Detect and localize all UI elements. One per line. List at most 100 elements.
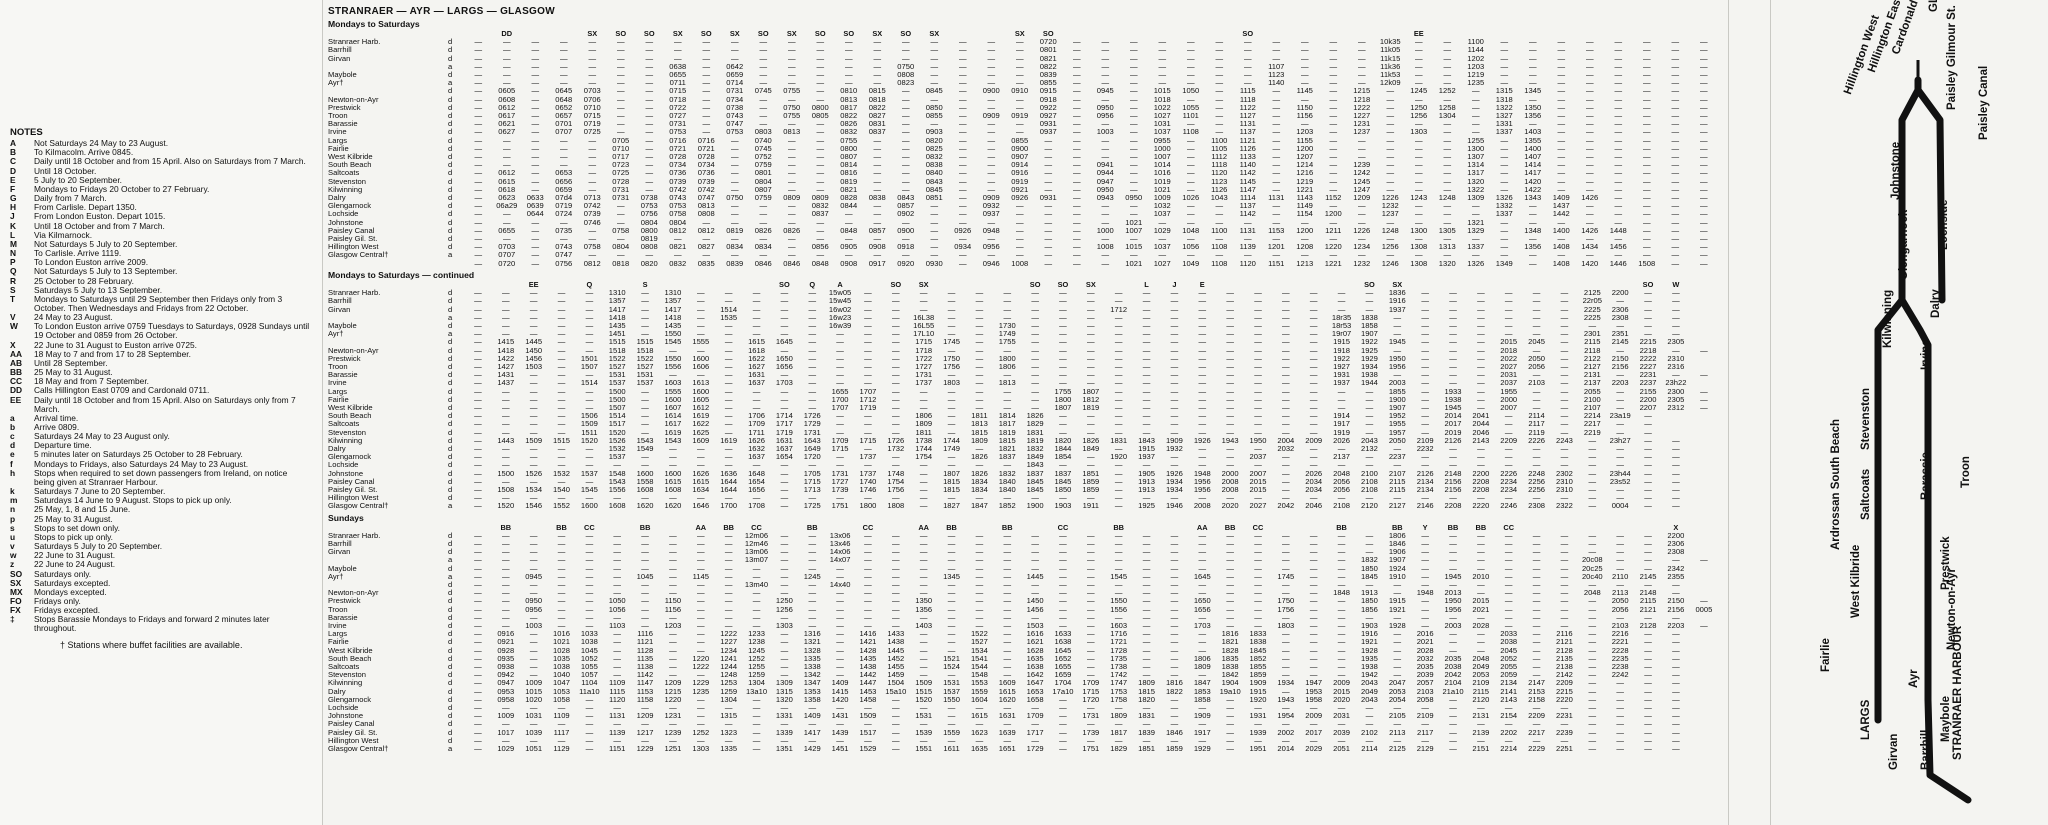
time-cell: —: [864, 572, 872, 581]
time-cell: 1619: [692, 412, 710, 421]
time-cell: —: [616, 128, 625, 137]
time-cell: —: [1170, 630, 1179, 639]
time-cell: 1431: [497, 371, 515, 380]
time-cell: 0707: [498, 251, 516, 260]
time-cell: 1732: [887, 444, 905, 453]
time-cell: 1929: [1193, 745, 1211, 754]
time-cell: —: [645, 128, 654, 137]
time-cell: —: [975, 531, 984, 540]
time-cell: 1021: [1125, 218, 1143, 227]
note-item: CC 18 May and from 7 September.: [10, 377, 310, 386]
time-cell: 2220: [1555, 695, 1573, 704]
time-cell: —: [1644, 687, 1652, 696]
time-cell: 1906: [1388, 548, 1406, 557]
table-row: Ayr† a — — — — — — —0711—0714— — — — —0823— — — —0855— —…: [328, 79, 1718, 87]
time-cell: —: [919, 531, 928, 540]
time-cell: 1938: [1360, 371, 1378, 380]
time-cell: 07d4: [555, 194, 573, 203]
time-cell: 1703: [775, 379, 793, 388]
service-code: [1262, 30, 1291, 38]
note-item: G Daily from 7 March.: [10, 193, 310, 203]
time-cell: —: [1614, 54, 1623, 63]
time-cell: —: [501, 477, 510, 486]
time-cell: 1459: [887, 671, 905, 680]
time-cell: 1756: [1277, 605, 1295, 614]
time-cell: —: [919, 387, 928, 396]
time-cell: 0721: [669, 144, 687, 153]
time-cell: —: [1560, 720, 1569, 729]
time-cell: —: [919, 581, 928, 589]
time-cell: —: [588, 62, 597, 71]
time-cell: 13x46: [829, 539, 851, 548]
time-cell: 1313: [1438, 243, 1456, 252]
time-cell: 1123: [1268, 71, 1285, 80]
time-cell: —: [474, 548, 482, 557]
time-cell: —: [836, 371, 844, 380]
time-cell: 2008: [1193, 502, 1211, 511]
time-cell: —: [844, 71, 853, 80]
time-cell: 1016: [553, 630, 570, 639]
note-item: d Departure time.: [10, 441, 310, 450]
time-cell: —: [1699, 210, 1708, 219]
time-cell: —: [1616, 556, 1624, 565]
table-row: d — — — — — — — — — —13m40— —14x40— — — — — — — — — — — — — — — — —…: [328, 581, 1718, 589]
time-cell: —: [529, 297, 538, 306]
station-name: Paisley Canal: [328, 720, 375, 729]
station-name: Hillington West: [328, 494, 379, 503]
note-item: C Daily until 18 October and from 15 Apri…: [10, 157, 310, 166]
time-cell: —: [1557, 251, 1566, 260]
time-cell: 1717: [775, 420, 793, 429]
time-cell: —: [1449, 531, 1457, 540]
time-cell: 2048: [1333, 469, 1351, 478]
time-cell: —: [588, 38, 597, 47]
time-cell: —: [724, 371, 733, 380]
time-cell: 1308: [1410, 259, 1428, 268]
time-cell: 0821: [669, 243, 687, 252]
time-cell: —: [1557, 120, 1566, 129]
station-name: Troon: [328, 362, 348, 371]
arr-dep-marker: d: [448, 638, 453, 647]
time-cell: —: [529, 736, 538, 745]
time-cell: —: [697, 736, 705, 745]
time-cell: —: [613, 461, 622, 470]
time-cell: —: [808, 387, 817, 396]
time-cell: —: [501, 572, 510, 581]
time-cell: —: [1003, 289, 1012, 298]
time-cell: —: [1142, 622, 1151, 631]
time-cell: 1515: [553, 436, 570, 445]
time-cell: —: [588, 136, 597, 145]
time-cell: —: [1254, 338, 1262, 347]
time-cell: —: [501, 453, 510, 462]
time-cell: 1143: [1296, 194, 1313, 203]
time-cell: —: [474, 95, 483, 104]
time-cell: —: [1449, 728, 1457, 737]
time-cell: 1915: [1333, 338, 1351, 347]
time-cell: 1847: [1193, 679, 1211, 688]
time-cell: 1021: [1153, 185, 1171, 194]
time-cell: —: [987, 95, 996, 104]
time-cell: —: [1443, 202, 1452, 211]
time-cell: 1709: [748, 420, 765, 429]
time-cell: —: [1059, 564, 1067, 573]
time-cell: 1609: [692, 436, 710, 445]
time-cell: —: [1282, 548, 1290, 557]
arr-dep-marker: d: [448, 379, 453, 388]
time-cell: —: [1170, 313, 1179, 322]
time-cell: —: [752, 589, 761, 598]
time-cell: —: [1254, 321, 1262, 330]
time-cell: —: [1309, 494, 1318, 503]
time-cell: —: [901, 177, 910, 186]
service-code: [1633, 30, 1662, 38]
time-cell: —: [1616, 581, 1624, 589]
time-cell: —: [1309, 704, 1318, 713]
time-cell: —: [585, 494, 594, 503]
time-cell: —: [958, 136, 967, 145]
time-cell: —: [1386, 87, 1395, 96]
time-cell: —: [557, 297, 566, 306]
time-cell: —: [1337, 654, 1346, 663]
time-cell: —: [1644, 556, 1652, 565]
time-cell: 1838: [1249, 638, 1267, 647]
time-cell: 0843: [925, 177, 943, 186]
time-cell: —: [1386, 177, 1395, 186]
time-cell: —: [873, 71, 882, 80]
